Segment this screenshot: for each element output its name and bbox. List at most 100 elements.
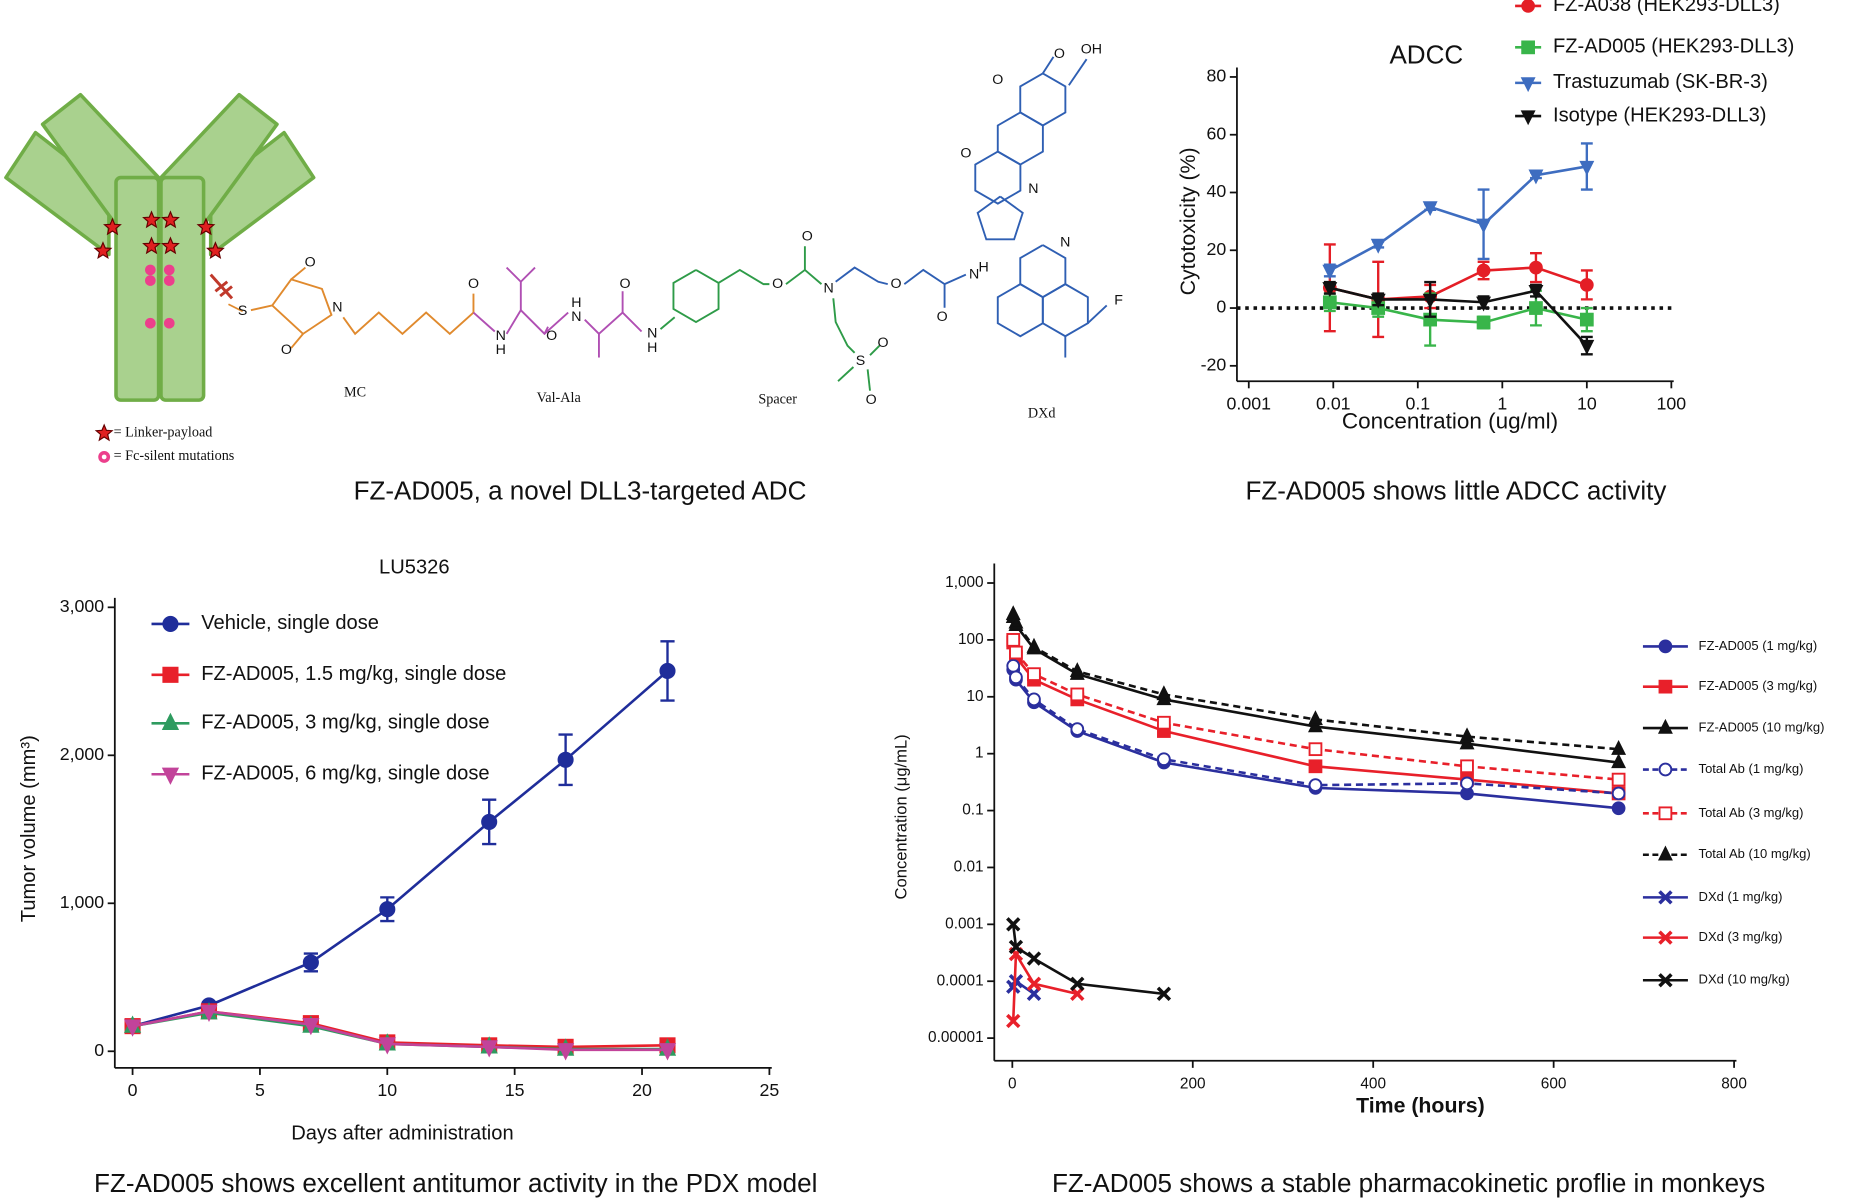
y-tick-label: 100 — [958, 631, 984, 648]
legend-star — [94, 423, 114, 442]
marker — [1027, 667, 1041, 682]
series-line — [1329, 300, 1588, 324]
marker — [1460, 759, 1474, 774]
atom-label: O — [802, 229, 813, 245]
marker — [557, 751, 574, 768]
linker-star — [206, 241, 225, 259]
bond — [250, 278, 333, 336]
marker — [379, 901, 396, 918]
marker — [1006, 1013, 1021, 1029]
legend-marker — [1657, 845, 1673, 861]
bond — [974, 150, 1022, 205]
x-tick-label: 5 — [255, 1080, 265, 1100]
atom-label: O — [877, 335, 888, 351]
marker — [1156, 685, 1172, 701]
bond — [228, 303, 244, 313]
bond — [543, 326, 549, 335]
marker — [1459, 734, 1475, 750]
marker — [1422, 293, 1438, 309]
atom-label: O — [772, 276, 783, 292]
cleavage-mark — [209, 273, 234, 300]
y-tick-label: 80 — [1207, 66, 1227, 86]
bond — [976, 195, 1024, 241]
bond — [1087, 304, 1108, 324]
x-tick-label: 0.01 — [1316, 394, 1351, 414]
marker — [1070, 687, 1085, 702]
caption: FZ-AD005 shows a stable pharmacokinetic … — [1052, 1168, 1765, 1198]
legend-marker — [1658, 930, 1673, 945]
legend-label: Trastuzumab (SK-BR-3) — [1553, 71, 1768, 93]
marker — [378, 1037, 396, 1055]
marker — [1322, 282, 1338, 298]
marker — [481, 813, 498, 830]
y-tick-label: 0 — [1216, 297, 1226, 317]
atom-label: OH — [1081, 41, 1102, 57]
bond — [1019, 72, 1067, 127]
legend-label: Vehicle, single dose — [201, 612, 379, 634]
x-tick-label: 0.001 — [1227, 394, 1271, 414]
y-tick-label: -20 — [1201, 355, 1227, 375]
x-tick-label: 600 — [1541, 1075, 1567, 1092]
marker — [1528, 285, 1544, 300]
marker — [1009, 645, 1023, 660]
y-tick-label: 0.01 — [954, 859, 984, 876]
y-tick-label: 10 — [967, 688, 984, 705]
legend-marker — [1658, 890, 1673, 905]
atom-label: O — [281, 342, 292, 358]
marker — [1156, 986, 1172, 1002]
marker — [1322, 264, 1338, 280]
legend-marker — [1658, 639, 1673, 654]
y-tick-label: 1,000 — [60, 892, 105, 912]
marker — [1026, 951, 1042, 966]
bond — [835, 266, 888, 286]
marker — [1460, 776, 1474, 791]
atom-label: O — [937, 309, 948, 325]
caption: FZ-AD005, a novel DLL3-targeted ADC — [354, 475, 807, 505]
bond — [944, 273, 967, 285]
caption: FZ-AD005 shows little ADCC activity — [1245, 475, 1666, 505]
marker — [556, 1043, 575, 1061]
marker — [1579, 339, 1595, 355]
marker — [1476, 263, 1491, 278]
marker — [1006, 658, 1021, 673]
bond — [1068, 58, 1088, 86]
legend-marker — [1658, 806, 1673, 821]
legend-label: FZ-AD005 (10 mg/kg) — [1699, 720, 1825, 735]
atom-label: H — [496, 342, 506, 358]
atom-label: O — [866, 392, 877, 408]
y-tick-label: 0.00001 — [928, 1029, 984, 1046]
atom-label: H — [647, 340, 657, 356]
marker — [1026, 637, 1042, 653]
series-line — [1011, 949, 1078, 1022]
atom-label: O — [305, 255, 316, 271]
legend-marker — [1521, 40, 1535, 55]
marker — [1308, 742, 1323, 757]
x-tick-label: 100 — [1657, 394, 1687, 414]
x-axis-label: Concentration (ug/ml) — [1342, 409, 1558, 434]
legend-label: FZ-AD005 (1 mg/kg) — [1699, 638, 1818, 653]
fc-mutation — [163, 317, 175, 329]
fc-mutation — [145, 317, 156, 329]
series-line — [1329, 266, 1588, 301]
legend-marker — [1520, 110, 1536, 126]
marker — [1070, 722, 1085, 737]
legend-label: FZ-A038 (HEK293-DLL3) — [1553, 0, 1780, 16]
segment-label: MC — [344, 384, 366, 400]
atom-label: O — [960, 146, 971, 162]
atom-label: N — [969, 266, 979, 282]
x-tick-label: 10 — [1577, 394, 1597, 414]
linker-star — [142, 210, 161, 229]
linker-star — [142, 236, 161, 255]
legend-label: FZ-AD005 (3 mg/kg) — [1699, 678, 1818, 693]
marker — [1579, 312, 1594, 327]
legend-label: FZ-AD005, 6 mg/kg, single dose — [201, 763, 489, 785]
marker — [1006, 917, 1021, 932]
bond — [584, 311, 643, 336]
marker — [1476, 315, 1491, 330]
marker — [1579, 160, 1595, 176]
y-tick-label: 40 — [1207, 181, 1227, 201]
atom-label: N — [332, 300, 342, 316]
marker — [1027, 692, 1041, 707]
y-axis-label: Tumor volume (mm³) — [18, 735, 40, 922]
legend-marker — [161, 712, 180, 730]
